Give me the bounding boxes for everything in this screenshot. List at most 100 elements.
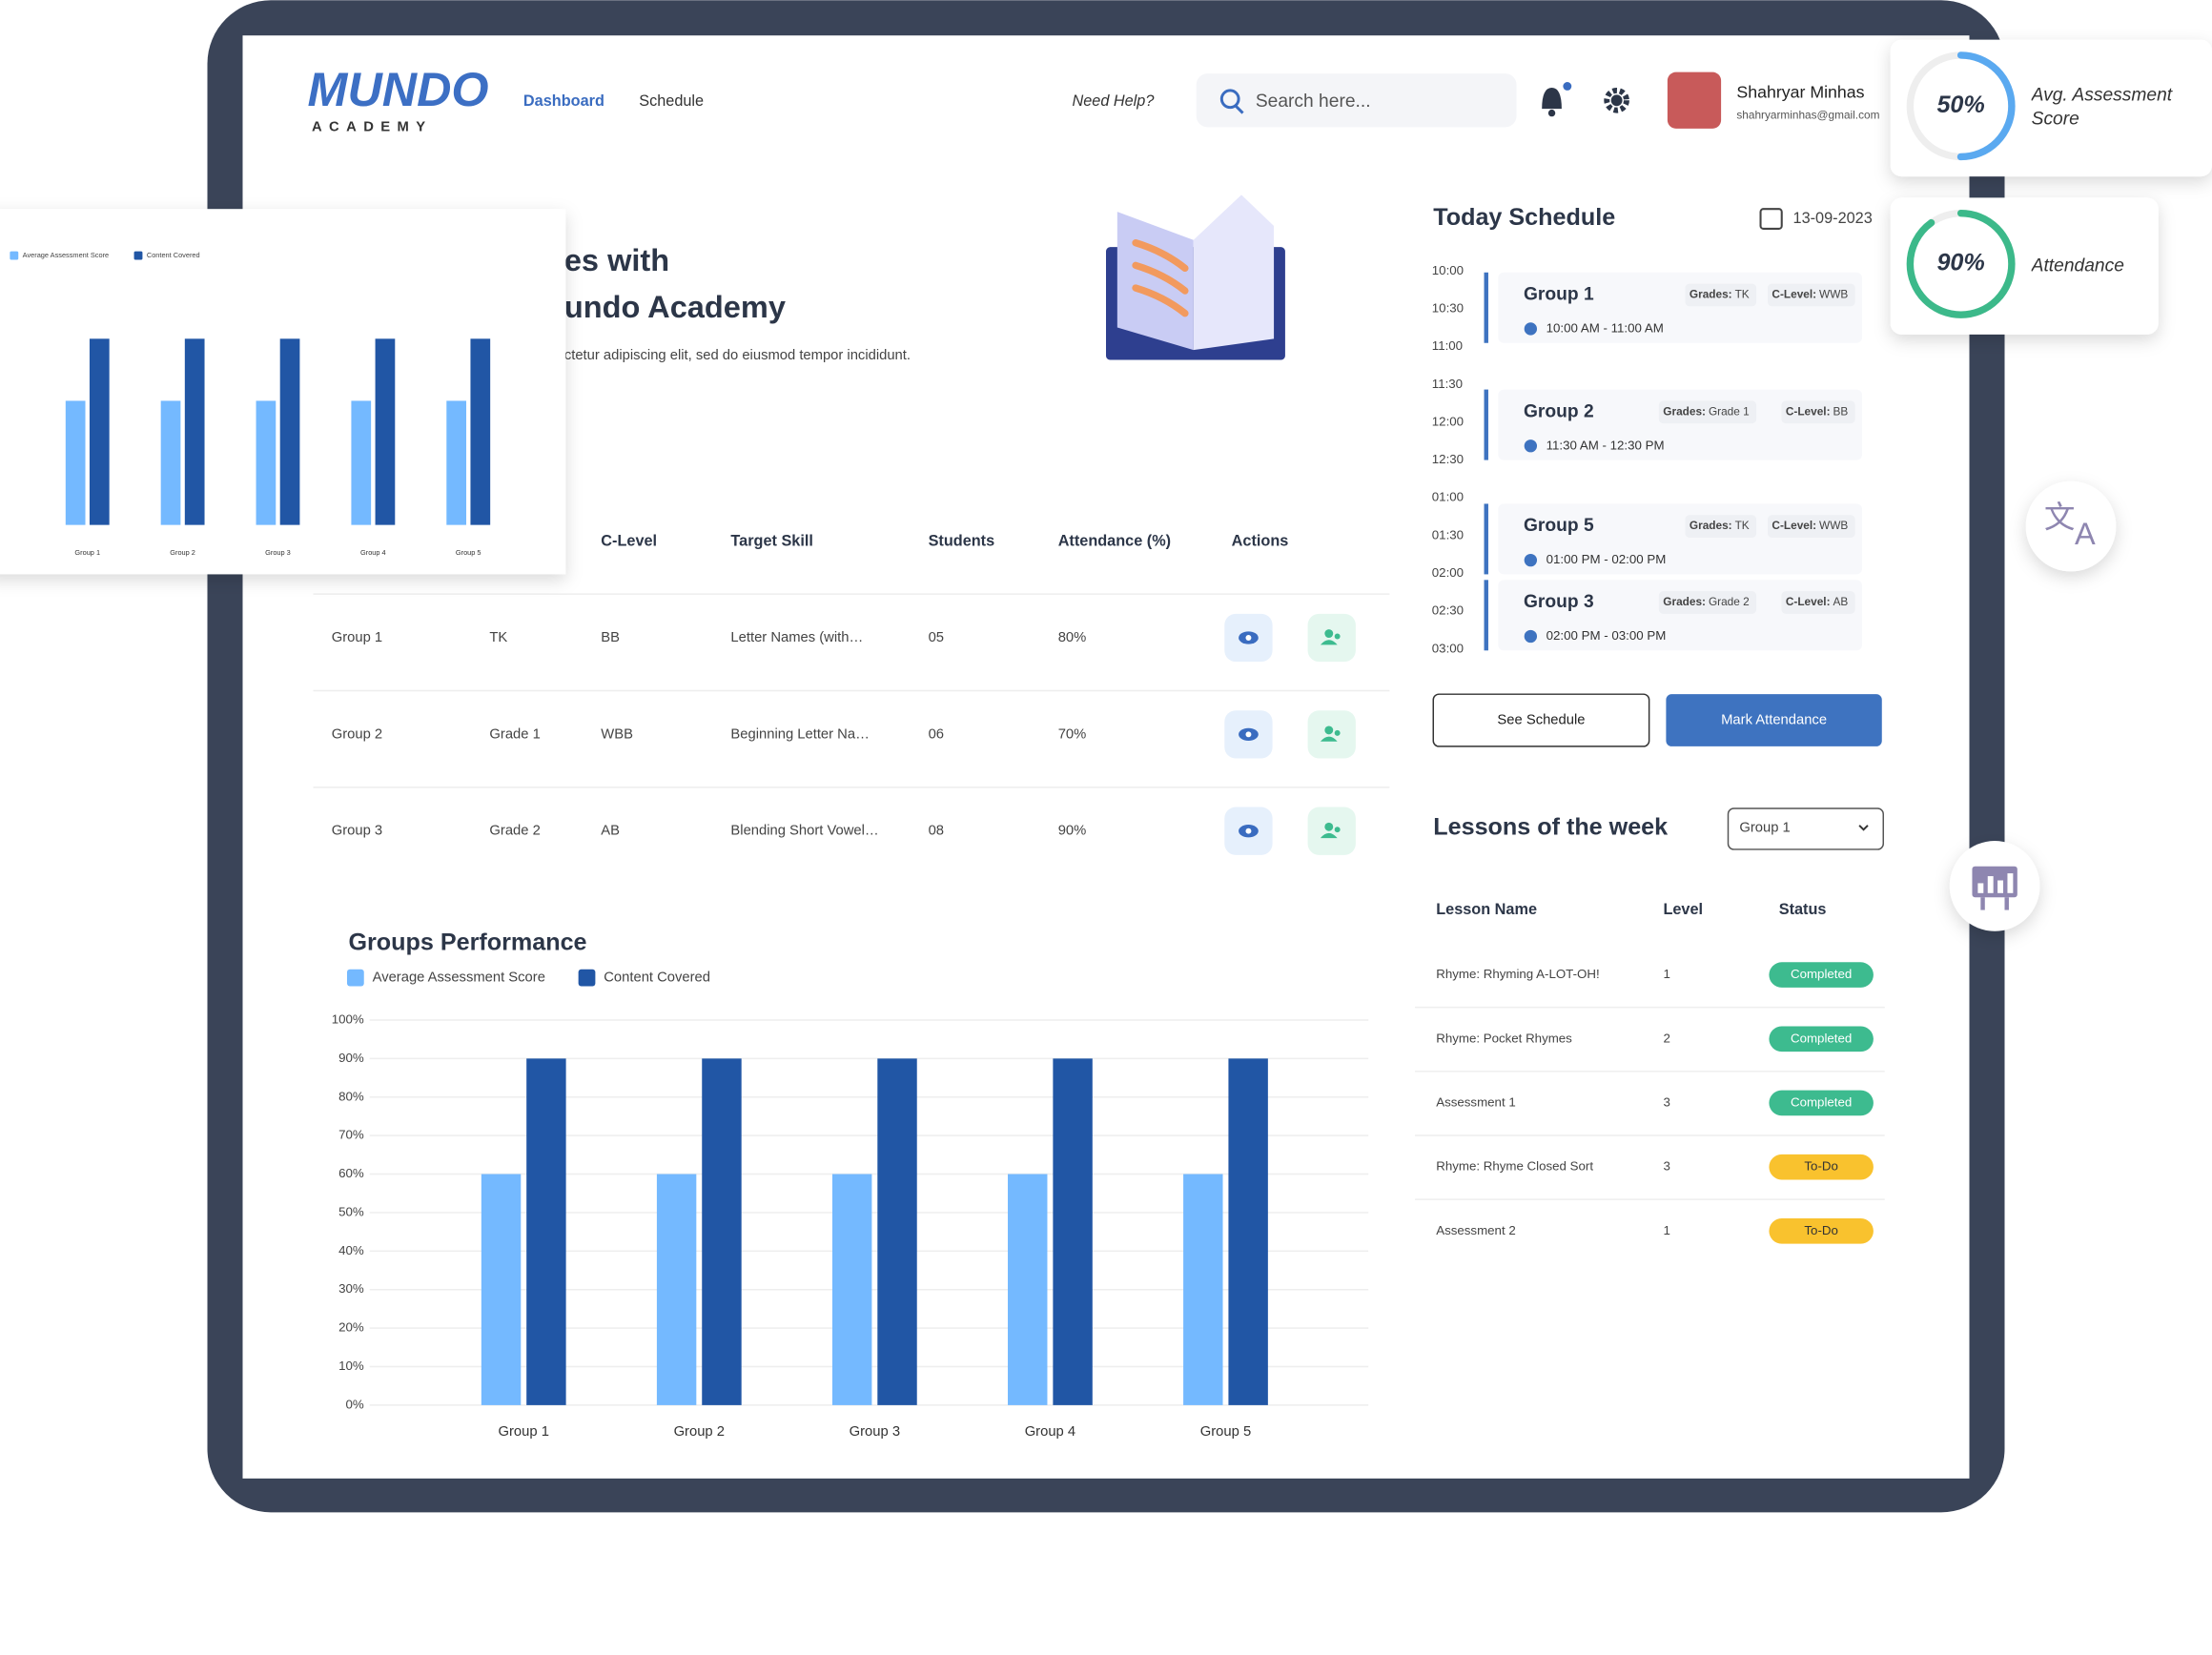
table-cell: Beginning Letter Na… — [730, 726, 869, 742]
lesson-level: 3 — [1663, 1159, 1669, 1174]
badge-value: WWB — [1819, 288, 1848, 301]
stat-value: 50% — [1936, 92, 1984, 118]
people-icon — [1320, 736, 1338, 742]
bar — [702, 1058, 742, 1405]
event-group: Group 3 — [1524, 592, 1594, 612]
group-button[interactable] — [1307, 613, 1356, 663]
badge-label: Grades: — [1663, 595, 1706, 608]
lessons-header: Status — [1779, 901, 1827, 918]
badge-text: Grades: Grade 2 — [1663, 595, 1749, 608]
group-dropdown[interactable] — [1727, 807, 1884, 850]
event-card — [1498, 580, 1863, 651]
avatar[interactable] — [1667, 72, 1722, 129]
bar — [1228, 1058, 1268, 1405]
event-group: Group 2 — [1524, 401, 1594, 421]
people-icon — [1324, 629, 1334, 638]
translate-icon: 文 — [2044, 500, 2076, 534]
table-cell: Letter Names (with… — [730, 630, 863, 645]
clock-icon — [1524, 629, 1538, 644]
status-label: To-Do — [1804, 1159, 1837, 1174]
clock-icon — [1524, 322, 1538, 336]
x-tick-label: Group 2 — [674, 1424, 725, 1440]
group-button[interactable] — [1307, 710, 1356, 759]
x-tick-label: Group 4 — [1025, 1424, 1075, 1440]
event-badge — [1685, 283, 1757, 307]
table-header: C-Level — [601, 533, 657, 550]
badge-text: C-Level: WWB — [1772, 519, 1848, 532]
schedule-date: 13-09-2023 — [1793, 210, 1873, 227]
table-cell: Blending Short Vowel… — [730, 824, 878, 839]
time-label: 11:30 — [1432, 377, 1463, 391]
search-box[interactable] — [1196, 73, 1517, 128]
status-label: To-Do — [1804, 1223, 1837, 1237]
presentation-icon — [1972, 866, 2017, 910]
group-button[interactable] — [1307, 807, 1356, 855]
help-link[interactable]: Need Help? — [1072, 92, 1154, 110]
table-header: Attendance (%) — [1058, 533, 1171, 550]
nav-link[interactable]: Dashboard — [523, 92, 604, 110]
eye-icon — [1245, 731, 1252, 738]
badge-value: AB — [1833, 595, 1848, 608]
table-cell: 08 — [929, 824, 944, 839]
see-schedule-button[interactable] — [1432, 693, 1650, 747]
user-email: shahryarminhas@gmail.com — [1736, 109, 1879, 122]
event-group: Group 1 — [1524, 285, 1594, 305]
status-pill — [1769, 1090, 1874, 1116]
welcome-title: es with — [564, 243, 669, 277]
legend-label: Content Covered — [147, 251, 200, 259]
badge-label: C-Level: — [1772, 288, 1816, 301]
x-tick-label: Group 4 — [360, 548, 386, 557]
event-time: 10:00 AM - 11:00 AM — [1546, 320, 1664, 335]
event-accent — [1484, 503, 1488, 575]
bar — [656, 1174, 697, 1405]
translate-button[interactable] — [2025, 480, 2117, 572]
event-accent — [1484, 389, 1488, 460]
event-accent — [1484, 580, 1488, 651]
schedule-title: Today Schedule — [1433, 204, 1615, 231]
bell-icon[interactable] — [1542, 87, 1562, 110]
status-pill — [1769, 1217, 1874, 1244]
bar — [831, 1174, 872, 1405]
event-time: 11:30 AM - 12:30 PM — [1546, 438, 1665, 452]
welcome-title: undo Academy — [564, 290, 786, 324]
table-cell: Grade 2 — [489, 824, 540, 839]
badge-text: C-Level: WWB — [1772, 288, 1848, 301]
legend-label: Average Assessment Score — [373, 970, 545, 985]
event-badge — [1781, 400, 1855, 424]
time-label: 12:30 — [1432, 452, 1464, 466]
table-header: Actions — [1232, 533, 1289, 550]
bar — [279, 338, 300, 525]
lesson-name: Assessment 2 — [1436, 1223, 1516, 1237]
event-time: 02:00 PM - 03:00 PM — [1546, 628, 1667, 643]
table-cell: 06 — [929, 726, 944, 742]
nav-link[interactable]: Schedule — [639, 92, 704, 110]
mark-attendance-button[interactable] — [1666, 694, 1882, 746]
table-cell: 80% — [1058, 630, 1087, 645]
table-cell: TK — [489, 630, 507, 645]
bar — [470, 338, 491, 525]
event-accent — [1484, 272, 1488, 343]
dropdown-value: Group 1 — [1739, 821, 1790, 836]
eye-icon — [1245, 828, 1252, 834]
y-tick-label: 20% — [338, 1320, 364, 1335]
stat-label-box: Avg. Assessment Score — [2031, 83, 2173, 129]
legend-swatch — [346, 969, 364, 987]
table-cell: Group 3 — [332, 824, 382, 839]
people-icon — [1324, 725, 1334, 735]
legend-swatch — [578, 969, 596, 987]
clock-icon — [1524, 439, 1538, 453]
lesson-level: 3 — [1663, 1094, 1669, 1109]
event-badge — [1767, 515, 1855, 538]
badge-label: C-Level: — [1772, 519, 1816, 532]
settings-icon[interactable] — [1604, 87, 1629, 113]
stat-label: Avg. Assessment Score — [2031, 83, 2173, 129]
search-placeholder: Search here... — [1256, 92, 1371, 112]
event-badge — [1685, 515, 1757, 538]
event-badge — [1658, 400, 1757, 424]
table-cell: AB — [601, 824, 620, 839]
bar — [184, 338, 205, 525]
lesson-name: Rhyme: Pocket Rhymes — [1436, 1031, 1572, 1045]
stat-label: Attendance — [2031, 253, 2124, 275]
badge-text: Grades: TK — [1690, 519, 1750, 532]
calendar-icon — [1759, 208, 1783, 230]
